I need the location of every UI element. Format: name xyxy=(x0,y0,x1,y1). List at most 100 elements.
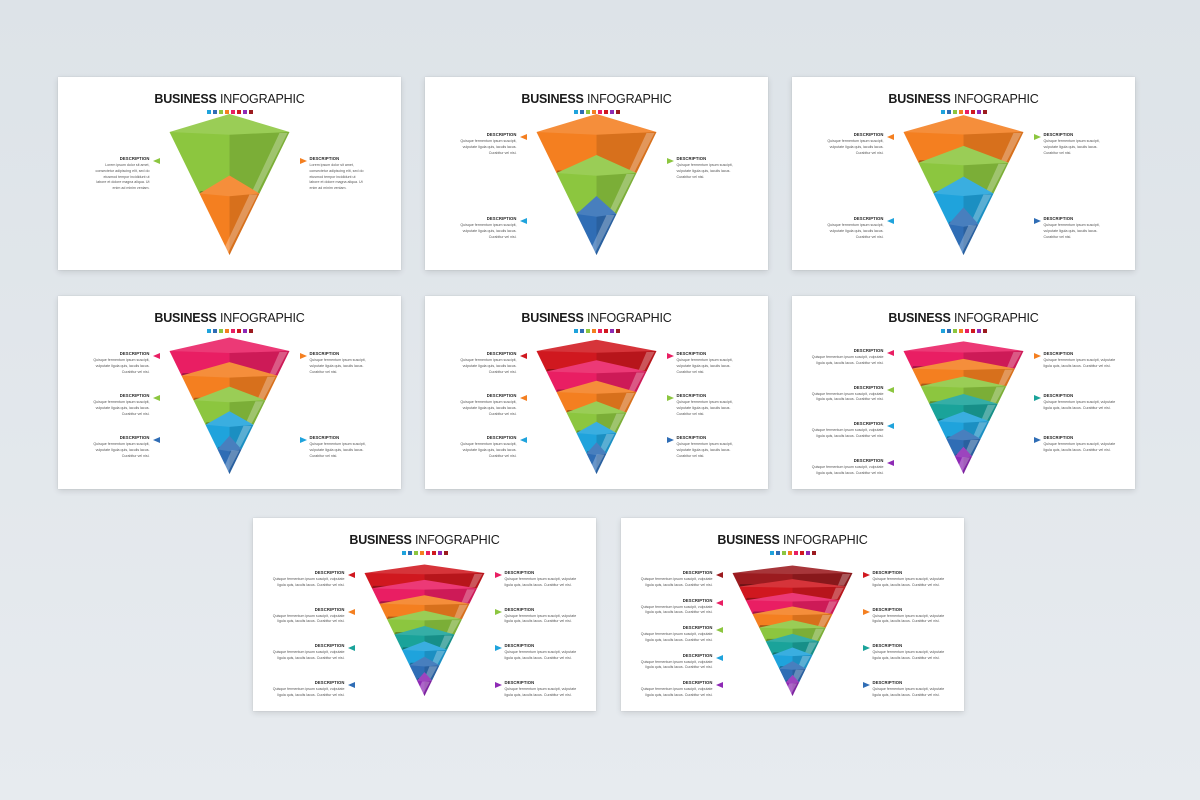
pyramid-layer-highlight xyxy=(269,352,288,375)
slide-title: BUSINESS INFOGRAPHIC xyxy=(792,311,1135,325)
description-text: Quisque fermentum ipsum suscipit, vulput… xyxy=(625,632,713,644)
triangle-marker-icon xyxy=(152,158,160,164)
title-bold: BUSINESS xyxy=(521,92,584,106)
pyramid-layer-8 xyxy=(416,672,432,696)
pyramid-layer-cap xyxy=(903,341,1024,353)
pyramid-layer-cap xyxy=(576,196,617,217)
triangle-marker-icon xyxy=(666,395,674,401)
description-line: vulputate ligula quis, iaculis lacus. xyxy=(462,363,517,368)
slide-thumbnail[interactable]: BUSINESS INFOGRAPHIC DESCRIPTION Quisque f… xyxy=(58,296,401,489)
description-block: DESCRIPTION Quisque fermentum ipsum susci… xyxy=(1044,216,1132,240)
slide-thumbnail[interactable]: BUSINESS INFOGRAPHIC DESCRIPTION Lorem ips… xyxy=(58,77,401,270)
description-text: Quisque fermentum ipsum suscipit, vulput… xyxy=(505,614,593,626)
description-block: DESCRIPTION Quisque fermentum ipsum susci… xyxy=(310,435,398,459)
triangle-marker-icon xyxy=(886,423,894,430)
color-dot xyxy=(787,551,792,555)
pyramid-layer-cap xyxy=(948,207,979,227)
triangle-marker-icon xyxy=(886,218,894,224)
pyramid-layer-right-face xyxy=(229,132,290,194)
description-line: eiusmod tempor incididunt ut xyxy=(309,174,356,179)
description-line: Quisque fermentum ipsum suscipit, vulput… xyxy=(640,687,713,691)
pyramid-layer-highlight xyxy=(955,225,977,254)
description-block: DESCRIPTION Quisque fermentum ipsum susci… xyxy=(873,643,961,662)
triangle-marker-icon xyxy=(347,572,355,578)
pyramid-layer-cap xyxy=(217,435,242,452)
slide-thumbnail[interactable]: BUSINESS INFOGRAPHIC DESCRIPTION Quisque f… xyxy=(792,77,1135,270)
color-dot xyxy=(964,329,969,333)
description-block: DESCRIPTION Quisque fermentum ipsum susci… xyxy=(505,680,593,699)
color-dot xyxy=(212,110,217,114)
description-line: Quisque fermentum ipsum suscipit, xyxy=(309,442,366,446)
pyramid-layer-highlight xyxy=(811,628,824,641)
pyramid-layer-cap xyxy=(920,376,1007,388)
description-line: eiusmod tempor incididunt ut xyxy=(103,174,150,179)
description-block: DESCRIPTION Quisque fermentum ipsum susci… xyxy=(873,607,961,626)
pyramid-layer-highlight xyxy=(837,574,851,586)
title-bold: BUSINESS xyxy=(154,92,217,106)
description-block: DESCRIPTION Quisque fermentum ipsum susci… xyxy=(796,385,884,404)
pyramid-layer-cap xyxy=(181,362,278,378)
pyramid-layer-highlight xyxy=(461,589,475,603)
color-dot xyxy=(940,329,945,333)
pyramid-layer-highlight xyxy=(221,194,258,254)
description-line: Quisque fermentum ipsum suscipit, vulput… xyxy=(640,577,713,581)
pyramid-layer-cap xyxy=(402,641,447,652)
description-block: DESCRIPTION Quisque fermentum ipsum susci… xyxy=(429,132,516,156)
description-line: ligula quis, iaculis lacus. Curabitur ve… xyxy=(872,619,940,624)
color-dot xyxy=(793,551,798,555)
description-line: ligula quis, iaculis lacus. Curabitur ve… xyxy=(504,582,572,587)
description-text: Quisque fermentum ipsum suscipit, vulput… xyxy=(796,428,884,440)
description-line: Quisque fermentum ipsum suscipit, xyxy=(1043,139,1100,143)
color-dot xyxy=(407,551,412,555)
description-line: Curabitur vel nisi. xyxy=(1043,234,1072,239)
title-bold: BUSINESS xyxy=(888,92,951,106)
description-label: DESCRIPTION xyxy=(486,393,517,398)
color-dot-row xyxy=(58,329,401,333)
description-line: ligula quis, iaculis lacus. Curabitur ve… xyxy=(816,397,884,402)
color-dot xyxy=(248,110,253,114)
title-bold: BUSINESS xyxy=(888,311,951,325)
description-line: Quisque fermentum ipsum suscipit, vulput… xyxy=(504,577,577,581)
pyramid-layer-2 xyxy=(199,175,260,255)
description-line: vulputate ligula quis, iaculis lacus. xyxy=(309,363,364,368)
slide-thumbnail[interactable]: BUSINESS INFOGRAPHIC DESCRIPTION Quisque f… xyxy=(792,296,1135,489)
description-line: Quisque fermentum ipsum suscipit, xyxy=(460,223,517,227)
slide-thumbnail[interactable]: BUSINESS INFOGRAPHIC DESCRIPTION Quisque f… xyxy=(425,296,768,489)
pyramid-layer-lip xyxy=(424,693,426,696)
triangle-marker-icon xyxy=(715,654,723,661)
description-line: ligula quis, iaculis lacus. Curabitur ve… xyxy=(277,692,345,697)
description-label: DESCRIPTION xyxy=(504,680,535,685)
description-line: Quisque fermentum ipsum suscipit, vulput… xyxy=(811,428,884,433)
description-block: DESCRIPTION Lorem ipsum dolor sit amet, co… xyxy=(62,156,150,192)
pyramid-layer-highlight xyxy=(469,574,483,588)
color-dot xyxy=(946,110,951,114)
description-block: DESCRIPTION Quisque fermentum ipsum susci… xyxy=(625,680,713,699)
color-dot xyxy=(218,110,223,114)
description-line: ligula quis, iaculis lacus. Curabitur ve… xyxy=(816,434,884,439)
description-line: ligula quis, iaculis lacus. Curabitur ve… xyxy=(504,656,572,661)
description-block: DESCRIPTION Quisque fermentum ipsum susci… xyxy=(62,351,149,375)
description-text: Quisque fermentum ipsum suscipit, vulput… xyxy=(873,614,961,626)
description-label: DESCRIPTION xyxy=(872,680,903,685)
triangle-marker-icon xyxy=(519,437,527,443)
pyramid-layer-cap xyxy=(566,401,627,415)
description-text: Quisque fermentum ipsum suscipit, vulput… xyxy=(257,577,345,589)
description-line: Quisque fermentum ipsum suscipit, vulput… xyxy=(272,613,345,618)
pyramid-diagram xyxy=(903,115,1024,255)
description-label: DESCRIPTION xyxy=(486,435,517,440)
slide-thumbnail[interactable]: BUSINESS INFOGRAPHIC DESCRIPTION Quisque f… xyxy=(253,518,596,711)
description-text: Quisque fermentum ipsum suscipit, vulputa… xyxy=(429,139,516,156)
slide-thumbnail[interactable]: BUSINESS INFOGRAPHIC DESCRIPTION Quisque f… xyxy=(425,77,768,270)
color-dot xyxy=(206,329,211,333)
pyramid-layer-lip xyxy=(596,471,598,474)
description-block: DESCRIPTION Quisque fermentum ipsum susci… xyxy=(677,351,765,375)
pyramid-diagram xyxy=(903,341,1024,474)
color-dot xyxy=(591,329,596,333)
triangle-marker-icon xyxy=(494,682,502,688)
slide-thumbnail[interactable]: BUSINESS INFOGRAPHIC DESCRIPTION Quisque f… xyxy=(621,518,964,711)
pyramid-layer-cap xyxy=(387,610,462,621)
pyramid-layer-cap xyxy=(193,386,266,403)
description-line: Quisque fermentum ipsum suscipit, vulput… xyxy=(504,650,577,655)
color-dot xyxy=(946,329,951,333)
description-line: Quisque fermentum ipsum suscipit, vulput… xyxy=(1043,358,1116,362)
